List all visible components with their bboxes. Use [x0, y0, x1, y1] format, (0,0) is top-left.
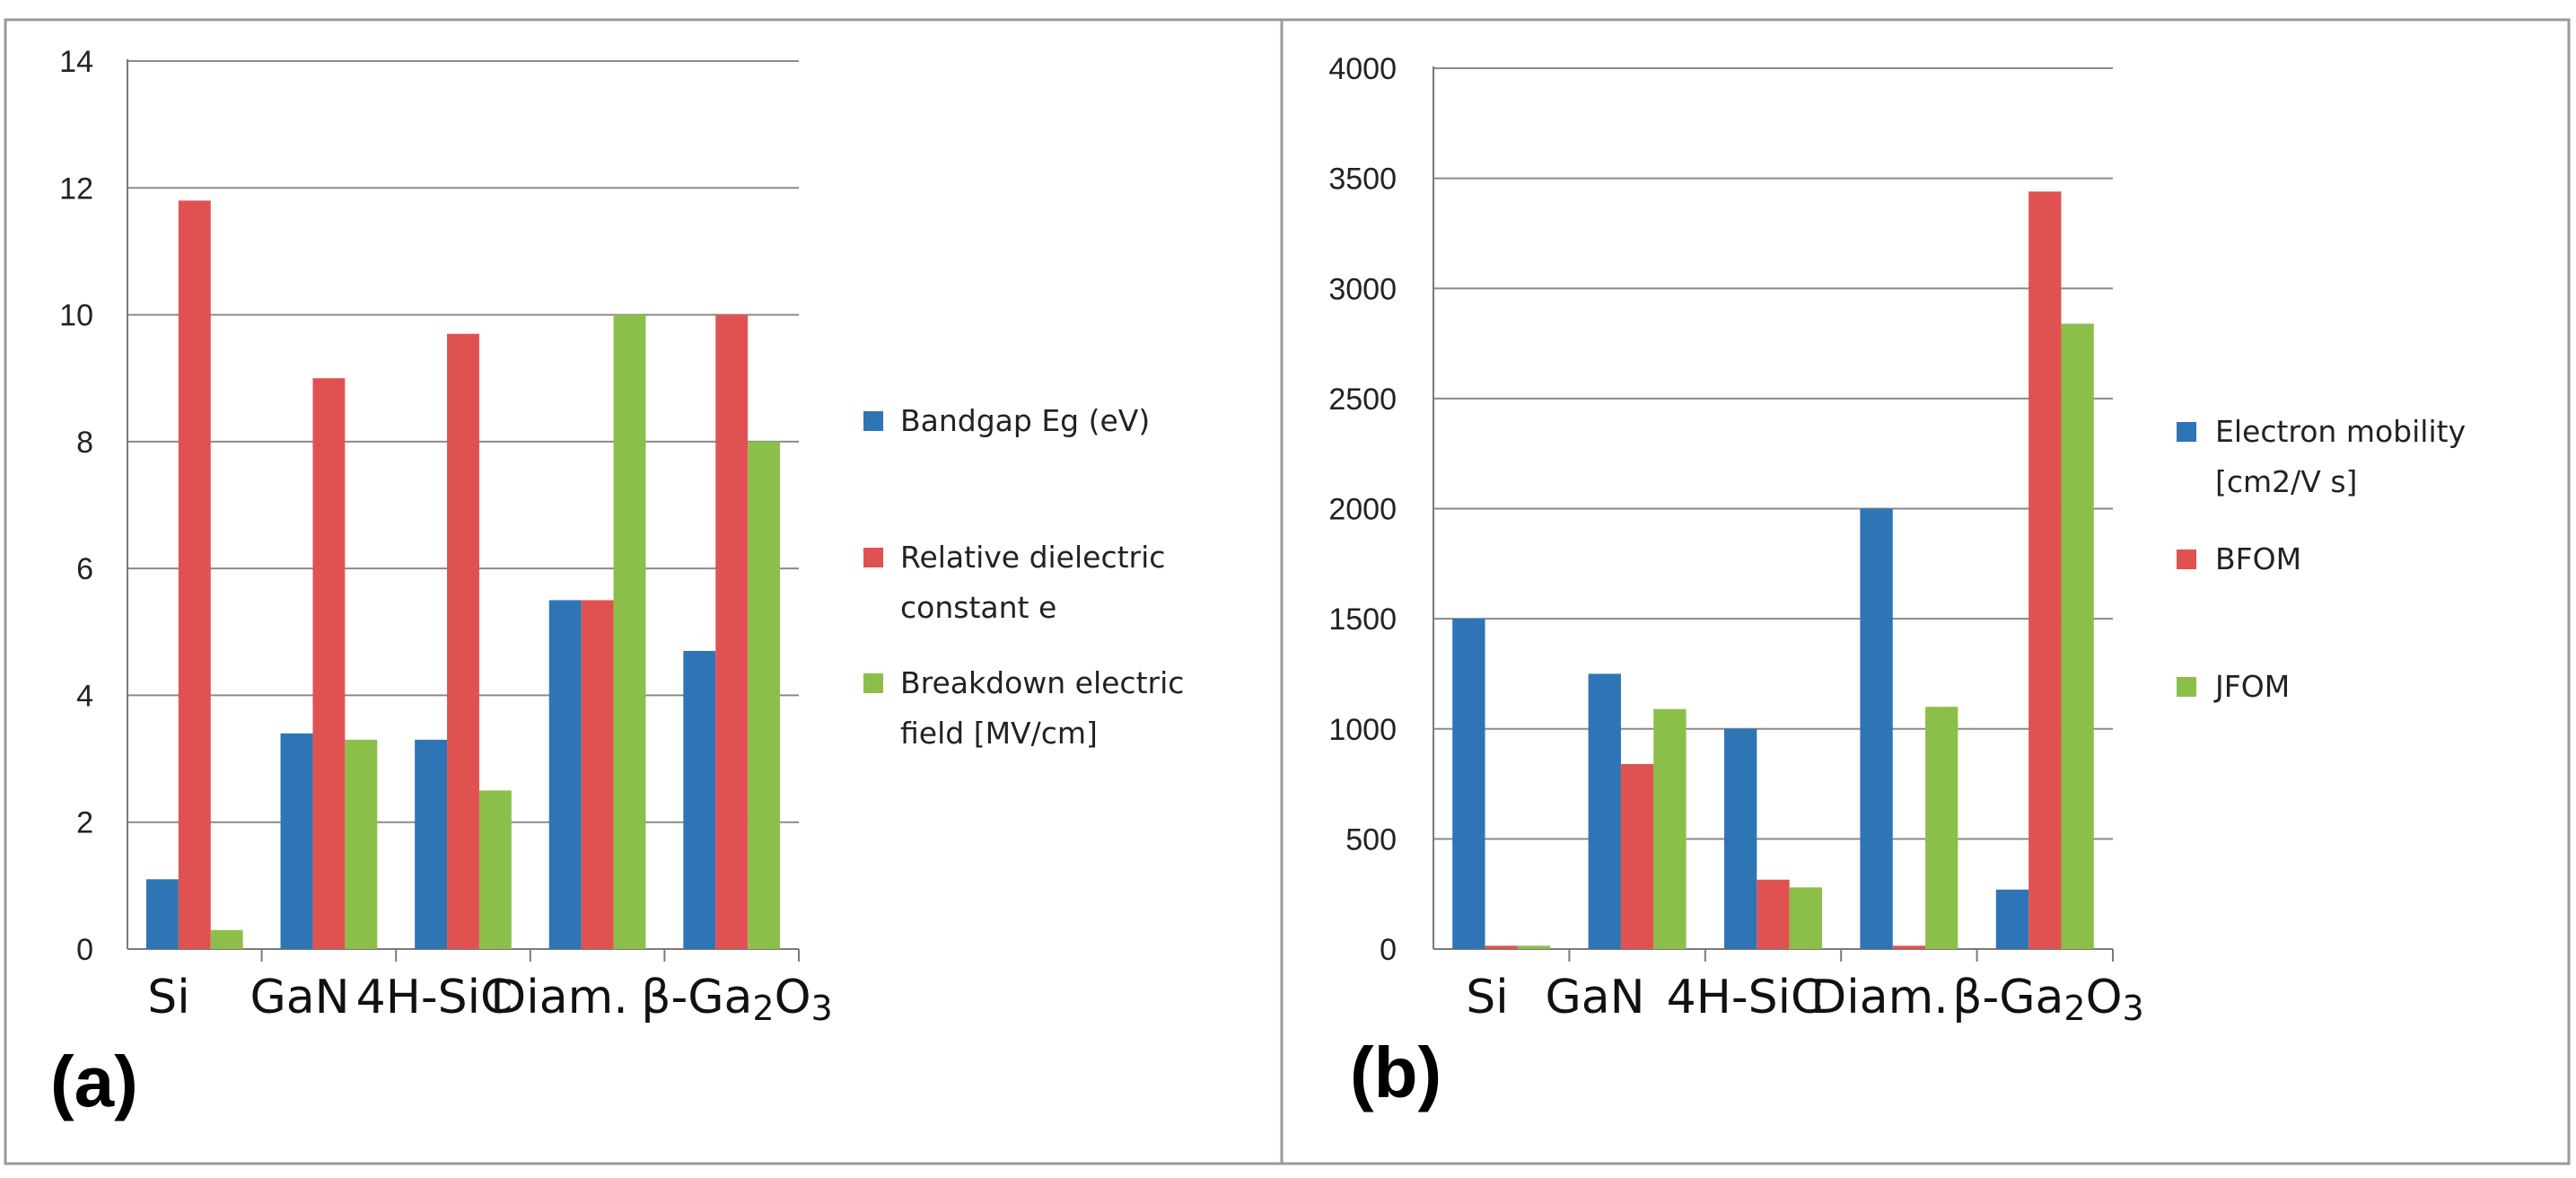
y-tick-label: 14 — [59, 45, 93, 79]
category-label: GaN — [250, 971, 349, 1024]
legend-label: Bandgap Eg (eV) — [900, 403, 1150, 438]
legend-label: JFOM — [2213, 669, 2290, 704]
bar-bandgap-eg-ev--3 — [548, 600, 582, 949]
bar-breakdown-electric-field-mv-cm--4 — [748, 441, 781, 949]
y-tick-label: 500 — [1345, 822, 1397, 857]
bar-relative-dielectric-constant-e-3 — [581, 600, 614, 949]
category-label: Si — [147, 971, 189, 1024]
bar-bandgap-eg-ev--2 — [415, 739, 448, 949]
y-tick-label: 3000 — [1328, 272, 1397, 306]
legend-swatch — [2177, 549, 2196, 569]
y-tick-label: 4 — [76, 679, 93, 713]
bar-electron-mobility-cm2-v-s--4 — [1995, 889, 2029, 949]
y-tick-label: 2500 — [1328, 382, 1397, 417]
legend-swatch — [2177, 677, 2196, 697]
y-tick-label: 3500 — [1328, 163, 1397, 197]
y-tick-label: 1500 — [1328, 602, 1397, 637]
bar-electron-mobility-cm2-v-s--0 — [1452, 619, 1485, 949]
bar-jfom-2 — [1789, 887, 1823, 949]
bar-jfom-4 — [2061, 323, 2094, 949]
legend-label: BFOM — [2215, 541, 2301, 576]
bar-relative-dielectric-constant-e-1 — [312, 378, 346, 949]
bar-bfom-4 — [2028, 191, 2062, 950]
y-tick-label: 8 — [76, 426, 93, 460]
bar-bandgap-eg-ev--1 — [280, 733, 313, 949]
legend-swatch — [863, 673, 883, 693]
panel-b-frame — [1280, 18, 2571, 1165]
bar-jfom-3 — [1925, 707, 1958, 949]
bar-electron-mobility-cm2-v-s--2 — [1723, 728, 1757, 949]
category-label: Diam. — [490, 971, 628, 1024]
bar-breakdown-electric-field-mv-cm--1 — [345, 739, 378, 949]
bar-bfom-2 — [1757, 879, 1790, 949]
bar-bfom-3 — [1892, 945, 1926, 949]
bar-breakdown-electric-field-mv-cm--3 — [613, 314, 646, 950]
y-tick-label: 0 — [1380, 933, 1397, 967]
category-label: 4H-SiC — [356, 971, 513, 1024]
bar-bandgap-eg-ev--4 — [683, 650, 716, 949]
panel-label: (b) — [1350, 1033, 1441, 1112]
bar-breakdown-electric-field-mv-cm--2 — [478, 790, 512, 949]
legend-label: field [MV/cm] — [900, 716, 1098, 751]
bar-bandgap-eg-ev--0 — [145, 879, 179, 949]
bar-jfom-1 — [1653, 708, 1687, 949]
bar-electron-mobility-cm2-v-s--3 — [1860, 508, 1893, 949]
category-label: 4H-SiC — [1667, 971, 1824, 1024]
legend-swatch — [2177, 422, 2196, 442]
y-tick-label: 2 — [76, 806, 93, 840]
y-tick-label: 0 — [76, 933, 93, 967]
category-label: β-Ga2O3 — [641, 971, 832, 1028]
legend-label: constant e — [900, 590, 1056, 625]
category-label: GaN — [1545, 971, 1644, 1024]
category-label: Diam. — [1810, 971, 1949, 1024]
y-tick-label: 10 — [59, 299, 93, 333]
y-tick-label: 12 — [59, 171, 93, 206]
chart-b: 0 500 1000 1500 2000 2500 3000 3500 4000 Si GaN 4H-… — [1328, 52, 2466, 1112]
bar-bfom-0 — [1485, 945, 1518, 949]
legend-label: Relative dielectric — [900, 540, 1165, 575]
y-tick-label: 1000 — [1328, 713, 1397, 747]
legend-label: [cm2/V s] — [2215, 464, 2357, 499]
legend-swatch — [863, 548, 883, 567]
bar-bfom-1 — [1620, 763, 1654, 949]
legend-swatch — [863, 411, 883, 431]
legend-label: Breakdown electric — [900, 665, 1184, 700]
bar-relative-dielectric-constant-e-2 — [447, 333, 479, 949]
y-tick-label: 6 — [76, 552, 93, 586]
category-label: Si — [1466, 971, 1508, 1024]
category-label: β-Ga2O3 — [1952, 971, 2143, 1028]
bar-jfom-0 — [1517, 945, 1551, 949]
bar-electron-mobility-cm2-v-s--1 — [1588, 673, 1621, 949]
bar-breakdown-electric-field-mv-cm--0 — [210, 929, 243, 949]
bar-relative-dielectric-constant-e-0 — [178, 200, 211, 949]
legend-label: Electron mobility — [2215, 414, 2466, 449]
y-tick-label: 4000 — [1328, 52, 1397, 86]
bar-relative-dielectric-constant-e-4 — [715, 314, 749, 950]
y-tick-label: 2000 — [1328, 493, 1397, 527]
panel-label: (a) — [50, 1042, 138, 1121]
